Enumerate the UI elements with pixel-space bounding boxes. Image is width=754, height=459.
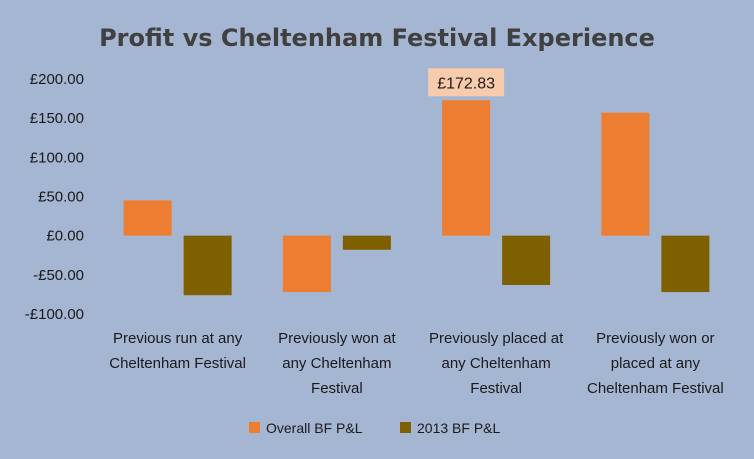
- bars: [123, 100, 710, 296]
- bar: [123, 200, 172, 236]
- legend-label: Overall BF P&L: [266, 420, 363, 436]
- category-label: Previously won or: [596, 330, 714, 347]
- y-tick-label: £50.00: [38, 189, 84, 206]
- y-tick-label: £0.00: [46, 228, 84, 245]
- y-tick-label: £200.00: [30, 71, 84, 88]
- bar: [502, 235, 551, 286]
- legend-label: 2013 BF P&L: [417, 420, 500, 436]
- data-labels: £172.83: [428, 68, 505, 97]
- data-label: £172.83: [437, 75, 495, 92]
- y-tick-label: -£100.00: [25, 306, 84, 323]
- legend-swatch: [400, 422, 411, 433]
- bar: [282, 235, 331, 293]
- legend-swatch: [249, 422, 260, 433]
- y-axis-ticks: £200.00 £150.00 £100.00 £50.00 £0.00 -£50.00 -…: [25, 71, 84, 323]
- bar: [183, 235, 232, 296]
- category-label: placed at any: [611, 355, 701, 372]
- bar: [442, 100, 491, 236]
- bar: [661, 235, 710, 293]
- category-label: Festival: [470, 380, 522, 397]
- category-label: Cheltenham Festival: [109, 355, 246, 372]
- category-label: any Cheltenham: [282, 355, 391, 372]
- bar: [342, 235, 391, 250]
- category-label: Previously won at: [278, 330, 396, 347]
- category-label: Festival: [311, 380, 363, 397]
- y-tick-label: -£50.00: [33, 267, 84, 284]
- y-tick-label: £150.00: [30, 110, 84, 127]
- category-label: Previous run at any: [113, 330, 243, 347]
- category-label: Cheltenham Festival: [587, 380, 724, 397]
- chart-title: Profit vs Cheltenham Festival Experience: [99, 24, 655, 52]
- y-tick-label: £100.00: [30, 149, 84, 166]
- category-label: Previously placed at: [429, 330, 564, 347]
- bar: [601, 112, 650, 236]
- category-labels: Previous run at any Cheltenham Festival Pr…: [109, 330, 723, 397]
- legend: Overall BF P&L 2013 BF P&L: [249, 420, 500, 436]
- data-label-background: [428, 68, 505, 97]
- category-label: any Cheltenham: [442, 355, 551, 372]
